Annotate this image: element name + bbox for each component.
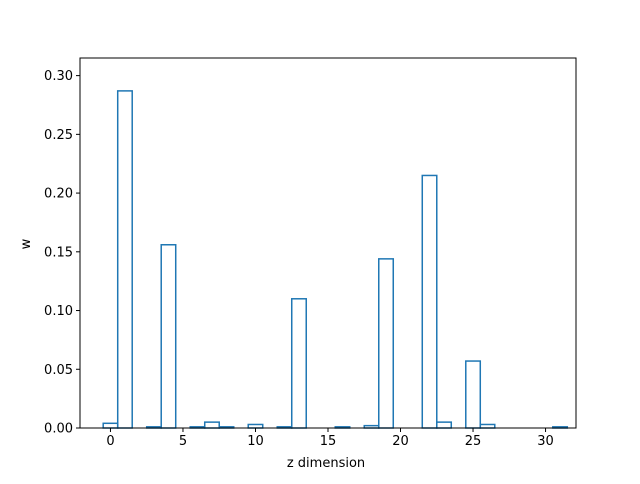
y-tick-label: 0.25 <box>44 128 73 143</box>
x-tick-label: 10 <box>247 434 264 449</box>
y-tick-label: 0.30 <box>44 69 73 84</box>
x-tick-label: 5 <box>179 434 187 449</box>
y-tick-label: 0.15 <box>44 245 73 260</box>
y-tick-label: 0.10 <box>44 304 73 319</box>
y-tick-label: 0.00 <box>44 422 73 437</box>
y-axis-label: w <box>19 238 34 249</box>
x-axis-label: z dimension <box>287 456 365 471</box>
x-tick-label: 25 <box>465 434 482 449</box>
x-tick-label: 30 <box>537 434 554 449</box>
x-tick-label: 20 <box>392 434 409 449</box>
x-tick-label: 0 <box>106 434 114 449</box>
axes: 0 5 10 15 20 25 30 0.00 0.05 0.10 0.15 0.20 0.25 0.30 <box>44 57 577 449</box>
y-tick-label: 0.05 <box>44 363 73 378</box>
x-tick-label: 15 <box>320 434 337 449</box>
y-tick-label: 0.20 <box>44 187 73 202</box>
